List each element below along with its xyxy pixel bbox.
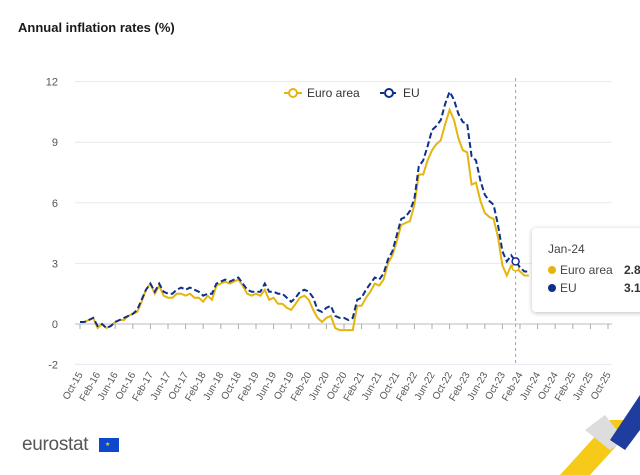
tooltip: Jan-24 Euro area 2.8 EU 3.1 — [532, 228, 640, 312]
tooltip-row-euro-area: Euro area — [548, 263, 613, 277]
euro-area-dot-icon — [548, 266, 556, 274]
y-tick-label: 3 — [52, 258, 58, 270]
legend-label: EU — [403, 86, 420, 100]
eurostat-logo: eurostat — [22, 434, 89, 455]
tooltip-label: Euro area — [560, 263, 613, 277]
legend-label: Euro area — [307, 86, 360, 100]
y-tick-label: 6 — [52, 198, 58, 210]
series-lines — [80, 89, 529, 332]
x-axis: Oct-15Feb-16Jun-16Oct-16Feb-17Jun-17Oct-… — [61, 324, 614, 403]
eu-flag-icon: ★ — [99, 438, 119, 452]
series-line-eu — [80, 89, 529, 330]
y-tick-label: 12 — [46, 77, 58, 89]
legend-item-eu[interactable]: EU — [380, 86, 420, 100]
gridlines — [75, 81, 612, 365]
decorative-ribbon — [560, 395, 640, 475]
eu-dot-icon — [548, 284, 556, 292]
tooltip-row-eu: EU — [548, 281, 577, 295]
series-line-euro-area — [80, 107, 529, 332]
y-tick-label: 9 — [52, 137, 58, 149]
legend-marker-icon — [288, 88, 298, 98]
y-axis-ticks: 12 9 6 3 0 -2 — [46, 77, 58, 372]
tooltip-value: 3.1 — [624, 281, 640, 295]
y-tick-label: -2 — [48, 359, 58, 371]
legend-marker-icon — [384, 88, 394, 98]
chart-title: Annual inflation rates (%) — [18, 20, 175, 35]
legend[interactable]: Euro area EU — [284, 86, 420, 100]
tooltip-date: Jan-24 — [548, 242, 585, 256]
hover-marker — [511, 257, 520, 266]
legend-item-euro-area[interactable]: Euro area — [284, 86, 360, 100]
tooltip-value: 2.8 — [624, 263, 640, 277]
tooltip-label: EU — [560, 281, 577, 295]
y-tick-label: 0 — [52, 319, 58, 331]
